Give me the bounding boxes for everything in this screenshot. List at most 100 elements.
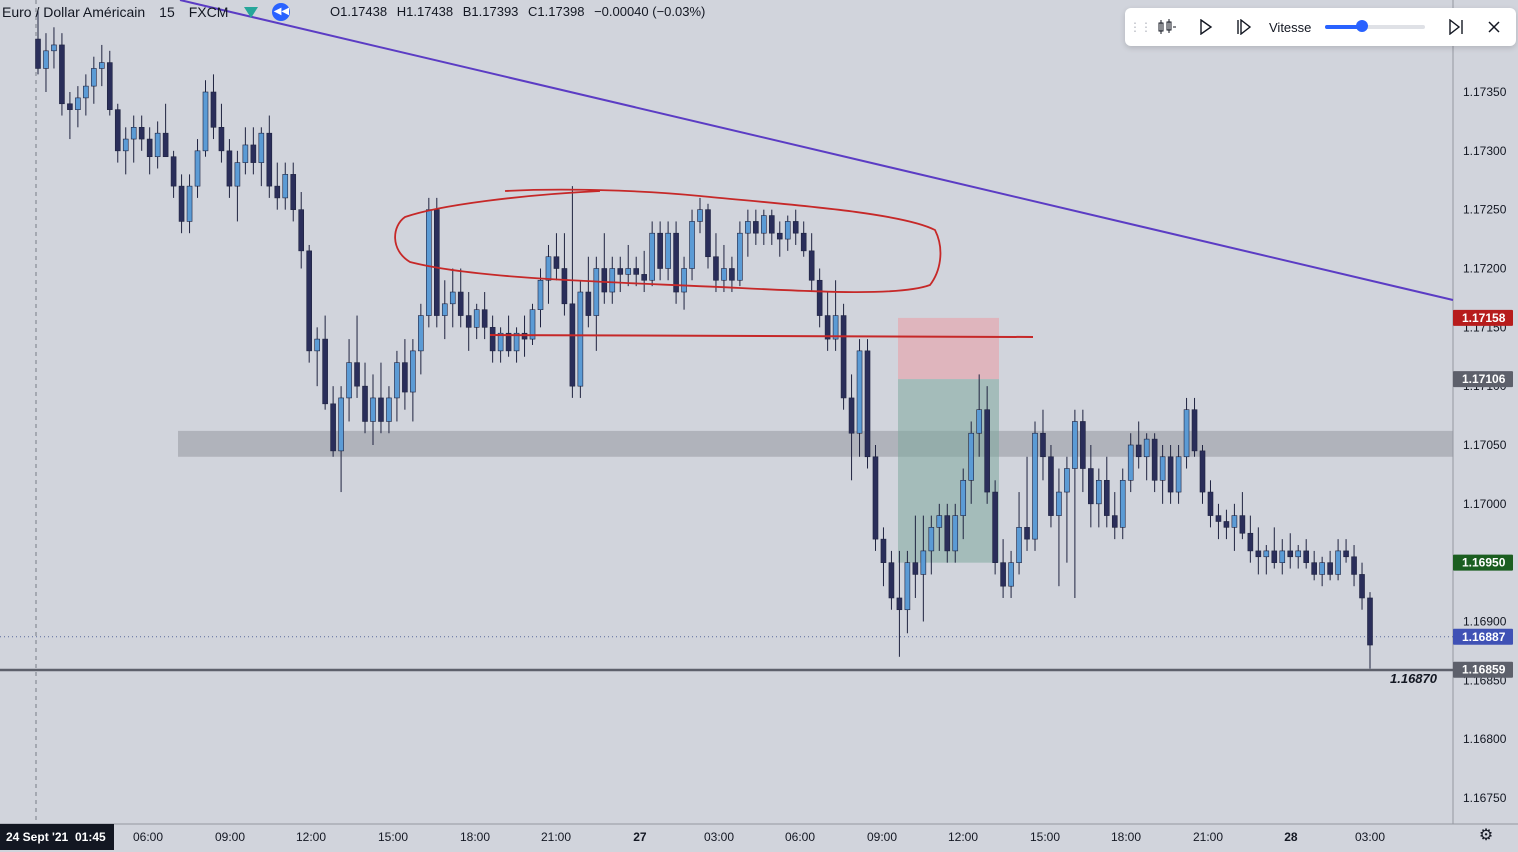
candle-body[interactable] [984, 409, 990, 493]
candle-body[interactable] [976, 409, 982, 434]
candle-body[interactable] [912, 562, 919, 575]
candle-body[interactable] [1231, 515, 1238, 528]
candle-body[interactable] [449, 291, 456, 305]
step-forward-icon[interactable] [1229, 12, 1259, 42]
candle-body[interactable] [234, 162, 241, 187]
candle-body[interactable] [840, 315, 847, 399]
candle-body[interactable] [290, 174, 297, 210]
candle-body[interactable] [816, 279, 823, 316]
candle-body[interactable] [1064, 468, 1070, 493]
candle-body[interactable] [1207, 491, 1214, 516]
candle-body[interactable] [1367, 597, 1373, 646]
jump-to-end-icon[interactable] [1441, 12, 1471, 42]
candle-body[interactable] [737, 232, 743, 281]
candle-body[interactable] [920, 550, 927, 575]
candle-body[interactable] [1183, 409, 1190, 458]
candle-body[interactable] [186, 185, 193, 222]
candle-body[interactable] [952, 515, 959, 552]
candle-body[interactable] [808, 250, 815, 281]
candle-body[interactable] [1327, 562, 1333, 575]
candle-body[interactable] [258, 132, 265, 163]
candle-body[interactable] [1295, 550, 1302, 558]
candle-body[interactable] [473, 309, 480, 328]
candle-body[interactable] [298, 209, 305, 252]
candle-body[interactable] [434, 209, 440, 316]
candle-body[interactable] [776, 232, 783, 240]
candle-body[interactable] [1016, 527, 1022, 563]
candle-body[interactable] [649, 232, 655, 281]
candle-body[interactable] [418, 315, 424, 352]
descending-trendline[interactable] [179, 0, 1454, 301]
grip-icon[interactable]: ⋮⋮ [1129, 20, 1152, 34]
candle-body[interactable] [729, 268, 735, 281]
candle-body[interactable] [202, 91, 209, 152]
candle-body[interactable] [681, 268, 687, 293]
candle-body[interactable] [354, 362, 360, 387]
candle-body[interactable] [274, 185, 281, 199]
candle-body[interactable] [1351, 556, 1357, 575]
candle-body[interactable] [1199, 450, 1206, 493]
candle-body[interactable] [497, 332, 504, 352]
symbol-name[interactable]: Euro / Dollar Américain [2, 4, 146, 20]
candle-body[interactable] [306, 250, 312, 352]
candle-body[interactable] [1072, 421, 1078, 469]
candle-body[interactable] [904, 562, 911, 611]
candle-body[interactable] [330, 403, 336, 452]
candle-body[interactable] [824, 315, 831, 340]
candle-body[interactable] [992, 491, 998, 563]
candle-body[interactable] [545, 256, 552, 281]
candle-body[interactable] [505, 332, 512, 352]
candle-body[interactable] [1255, 550, 1262, 558]
candle-body[interactable] [162, 132, 169, 158]
candle-body[interactable] [641, 274, 647, 281]
candle-body[interactable] [75, 97, 81, 110]
candle-body[interactable] [617, 268, 624, 275]
candle-body[interactable] [689, 221, 695, 269]
candle-body[interactable] [1135, 444, 1142, 458]
candle-body[interactable] [410, 350, 416, 393]
candle-body[interactable] [1103, 479, 1110, 516]
candle-body[interactable] [1111, 515, 1118, 528]
candle-body[interactable] [800, 232, 807, 252]
candle-body[interactable] [250, 144, 257, 163]
candle-body[interactable] [880, 538, 887, 563]
candle-body[interactable] [1319, 562, 1325, 575]
candle-body[interactable] [122, 138, 129, 152]
candle-body[interactable] [625, 268, 632, 275]
candle-body[interactable] [673, 232, 679, 293]
candle-body[interactable] [43, 50, 49, 69]
candle-body[interactable] [944, 515, 951, 552]
candle-body[interactable] [968, 432, 974, 481]
close-icon[interactable] [1479, 12, 1509, 42]
candle-body[interactable] [338, 397, 344, 452]
candle-body[interactable] [362, 385, 368, 422]
candle-body[interactable] [402, 362, 408, 393]
candle-body[interactable] [928, 527, 935, 552]
candle-body[interactable] [170, 156, 177, 187]
candle-body[interactable] [585, 291, 592, 316]
candle-body[interactable] [529, 309, 536, 340]
candle-body[interactable] [282, 174, 289, 199]
candle-body[interactable] [577, 291, 584, 387]
candle-body[interactable] [138, 127, 145, 140]
resistance-line[interactable] [489, 334, 1034, 338]
ellipse-annotation[interactable] [394, 188, 942, 294]
candle-body[interactable] [1239, 515, 1246, 534]
candle-body[interactable] [1040, 432, 1046, 458]
candle-body[interactable] [1119, 479, 1126, 528]
timeframe[interactable]: 15 [159, 4, 175, 20]
candle-body[interactable] [960, 479, 967, 516]
candle-body[interactable] [657, 232, 663, 269]
candle-body[interactable] [872, 456, 879, 540]
candle-body[interactable] [106, 62, 113, 110]
candle-body[interactable] [1000, 562, 1006, 587]
replay-back-icon[interactable]: ◀◀ [272, 3, 291, 21]
candle-body[interactable] [1096, 479, 1102, 505]
speed-slider[interactable] [1325, 20, 1426, 32]
candle-body[interactable] [856, 350, 863, 434]
candle-body[interactable] [386, 397, 392, 422]
candle-body[interactable] [394, 362, 400, 399]
replay-select-bar-icon[interactable] [1151, 12, 1181, 42]
candle-body[interactable] [1056, 491, 1062, 516]
